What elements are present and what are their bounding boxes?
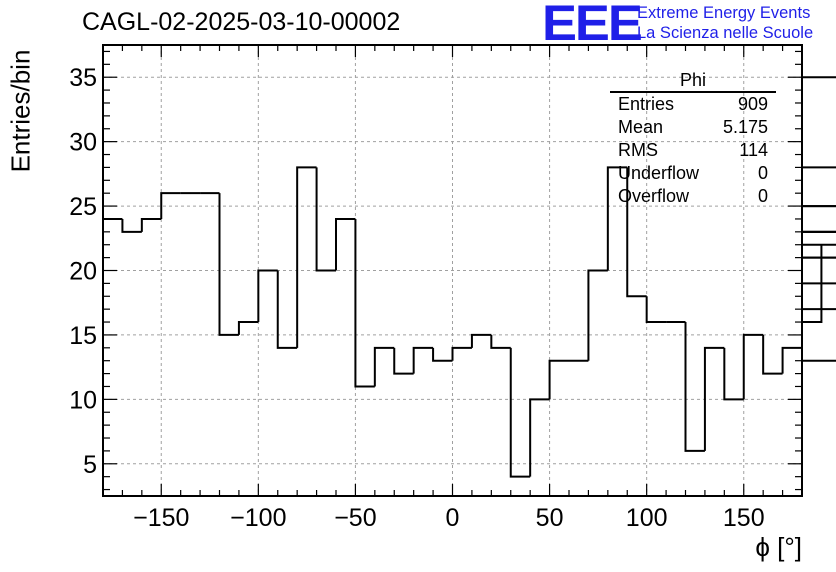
y-tick-label: 35 xyxy=(69,64,97,92)
histogram-bin xyxy=(802,166,836,169)
histogram-bin xyxy=(140,217,162,232)
x-tick-label: −100 xyxy=(230,504,286,532)
histogram-bin xyxy=(121,218,142,233)
y-tick-label: 10 xyxy=(69,386,97,414)
x-tick-label: 0 xyxy=(446,504,460,532)
stats-row-mean: Mean 5.175 xyxy=(610,116,776,139)
y-tick-label: 25 xyxy=(69,193,97,221)
histogram-bin xyxy=(529,398,550,477)
histogram-bin xyxy=(335,217,356,271)
stats-row-overflow: Overflow 0 xyxy=(610,185,776,208)
histogram-bin xyxy=(802,230,836,233)
y-tick-label: 20 xyxy=(69,258,97,286)
tick-labels: −150 −100 −50 0 50 100 150 5 10 15 20 25 30 35 xyxy=(69,64,764,532)
histogram-bin xyxy=(762,334,783,375)
histogram-bin xyxy=(684,322,705,452)
stats-value: 0 xyxy=(757,186,768,206)
y-axis-label: Entries/bin xyxy=(5,49,36,173)
histogram-bin xyxy=(723,347,744,401)
histogram-bin xyxy=(354,218,375,388)
histogram-bin xyxy=(490,334,511,349)
histogram-bin xyxy=(802,243,836,246)
axis-ticks xyxy=(102,45,803,496)
y-tick-label: 30 xyxy=(69,129,97,157)
logo-line-1: Extreme Energy Events xyxy=(637,4,811,22)
x-tick-label: −150 xyxy=(133,504,189,532)
logo-line-2: La Scienza nelle Scuole xyxy=(637,24,814,42)
histogram-bin xyxy=(393,347,414,375)
histogram-bin xyxy=(373,346,395,387)
histogram-bin xyxy=(432,347,453,362)
histogram-bin xyxy=(802,359,836,362)
stats-value: 909 xyxy=(737,94,768,114)
histogram-bin xyxy=(160,192,181,219)
stats-value: 0 xyxy=(757,163,768,183)
histogram-bin xyxy=(645,296,667,324)
y-tick-label: 5 xyxy=(83,451,97,479)
histogram-bin xyxy=(218,193,239,336)
stats-label: Mean xyxy=(618,117,664,137)
histogram-bin xyxy=(587,269,608,361)
histogram-bin xyxy=(802,282,836,285)
stats-box: Phi Entries 909 Mean 5.175 RMS 114 Under… xyxy=(610,70,776,208)
stats-row-underflow: Underflow 0 xyxy=(610,162,776,185)
stats-value: 114 xyxy=(739,140,768,160)
histogram-bin xyxy=(802,308,836,311)
x-tick-label: 150 xyxy=(723,504,765,532)
histogram-bin xyxy=(626,167,647,298)
x-tick-label: −50 xyxy=(334,504,376,532)
histogram-bin xyxy=(802,244,823,324)
stats-value: 5.175 xyxy=(722,117,768,137)
histogram-bin xyxy=(412,346,434,374)
histogram-bin xyxy=(509,347,531,478)
histogram-bin xyxy=(802,205,836,208)
histogram-bin xyxy=(470,333,492,348)
histogram-bin xyxy=(451,346,472,361)
histogram-bin xyxy=(802,230,836,233)
histogram-bin xyxy=(315,167,336,272)
y-tick-label: 15 xyxy=(69,322,97,350)
stats-row-entries: Entries 909 xyxy=(610,93,776,116)
stats-label: RMS xyxy=(618,140,658,160)
histogram-bin xyxy=(237,321,259,335)
histogram-bin xyxy=(606,166,628,271)
stats-label: Underflow xyxy=(618,163,700,183)
histogram-bin xyxy=(742,333,764,400)
x-axis-label: ϕ [°] xyxy=(755,532,802,562)
stats-title: Phi xyxy=(610,70,776,93)
stats-label: Entries xyxy=(618,94,675,114)
histogram-bin xyxy=(548,359,569,400)
x-tick-label: 100 xyxy=(626,504,668,532)
histogram-bars xyxy=(103,76,836,478)
histogram-bin xyxy=(296,166,317,348)
x-tick-label: 50 xyxy=(536,504,564,532)
eee-logo: EEE xyxy=(542,0,643,51)
histogram-bin xyxy=(802,76,836,79)
histogram-bin xyxy=(703,346,725,451)
chart-title: CAGL-02-2025-03-10-00002 xyxy=(82,8,401,36)
histogram-bin xyxy=(276,270,298,349)
stats-row-rms: RMS 114 xyxy=(610,139,776,162)
histogram-bin xyxy=(257,269,278,323)
stats-label: Overflow xyxy=(618,186,690,206)
